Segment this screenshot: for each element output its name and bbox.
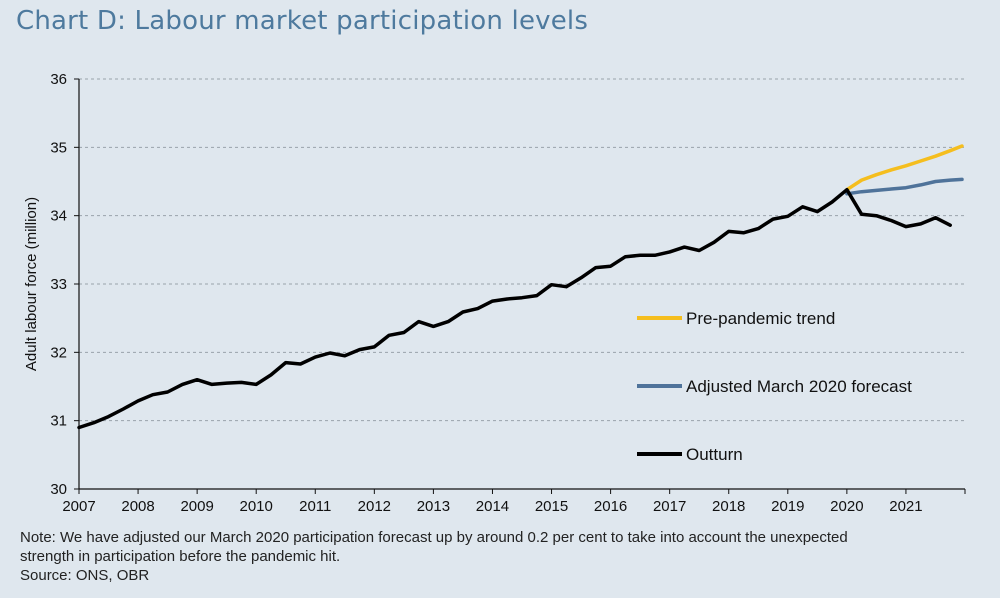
x-tick-label: 2021	[889, 498, 922, 515]
x-tick-label: 2008	[121, 498, 154, 515]
y-tick-label: 34	[50, 208, 67, 225]
y-tick-label: 35	[50, 139, 67, 156]
x-tick-label: 2016	[594, 498, 627, 515]
x-tick-label: 2007	[62, 498, 95, 515]
x-tick-label: 2013	[417, 498, 450, 515]
legend-label-adjusted-march-2020-forecast: Adjusted March 2020 forecast	[686, 377, 912, 396]
x-tick-label: 2010	[240, 498, 273, 515]
legend: Pre-pandemic trend Adjusted March 2020 fo…	[637, 309, 912, 464]
x-tick-label: 2012	[358, 498, 391, 515]
axes	[74, 78, 966, 494]
source-line: Source: ONS, OBR	[20, 567, 150, 584]
grid-lines	[79, 78, 965, 422]
x-tick-label: 2020	[830, 498, 863, 515]
x-tick-label: 2015	[535, 498, 568, 515]
y-tick-label: 30	[50, 481, 67, 498]
x-tick-label: 2019	[771, 498, 804, 515]
y-tick-label: 31	[50, 413, 67, 430]
x-tick-label: 2011	[299, 498, 331, 515]
y-axis-label: Adult labour force (million)	[23, 197, 40, 371]
note-line-1: Note: We have adjusted our March 2020 pa…	[20, 529, 848, 546]
note-line-2: strength in participation before the pan…	[20, 548, 341, 565]
series-line-pre-pandemic-trend	[845, 144, 964, 192]
series-line-adjusted-march-2020-forecast	[845, 177, 964, 196]
series-line-outturn	[77, 187, 952, 430]
legend-label-outturn: Outturn	[686, 445, 743, 464]
legend-label-pre-pandemic-trend: Pre-pandemic trend	[686, 309, 835, 328]
x-tick-label: 2017	[653, 498, 686, 515]
y-tick-label: 32	[50, 344, 67, 361]
x-tick-labels: 2007 2008 2009 2010 2011 2012 2013 2014 2015 2016…	[62, 498, 922, 515]
y-tick-label: 36	[50, 71, 67, 88]
x-tick-label: 2014	[476, 498, 509, 515]
y-tick-label: 33	[50, 276, 67, 293]
y-tick-labels: 30 31 32 33 34 35 36	[50, 71, 67, 498]
chart-footnote: Note: We have adjusted our March 2020 pa…	[20, 528, 980, 585]
x-tick-label: 2009	[180, 498, 213, 515]
series-lines	[77, 144, 964, 430]
chart-title: Chart D: Labour market participation lev…	[16, 6, 589, 36]
x-tick-label: 2018	[712, 498, 745, 515]
